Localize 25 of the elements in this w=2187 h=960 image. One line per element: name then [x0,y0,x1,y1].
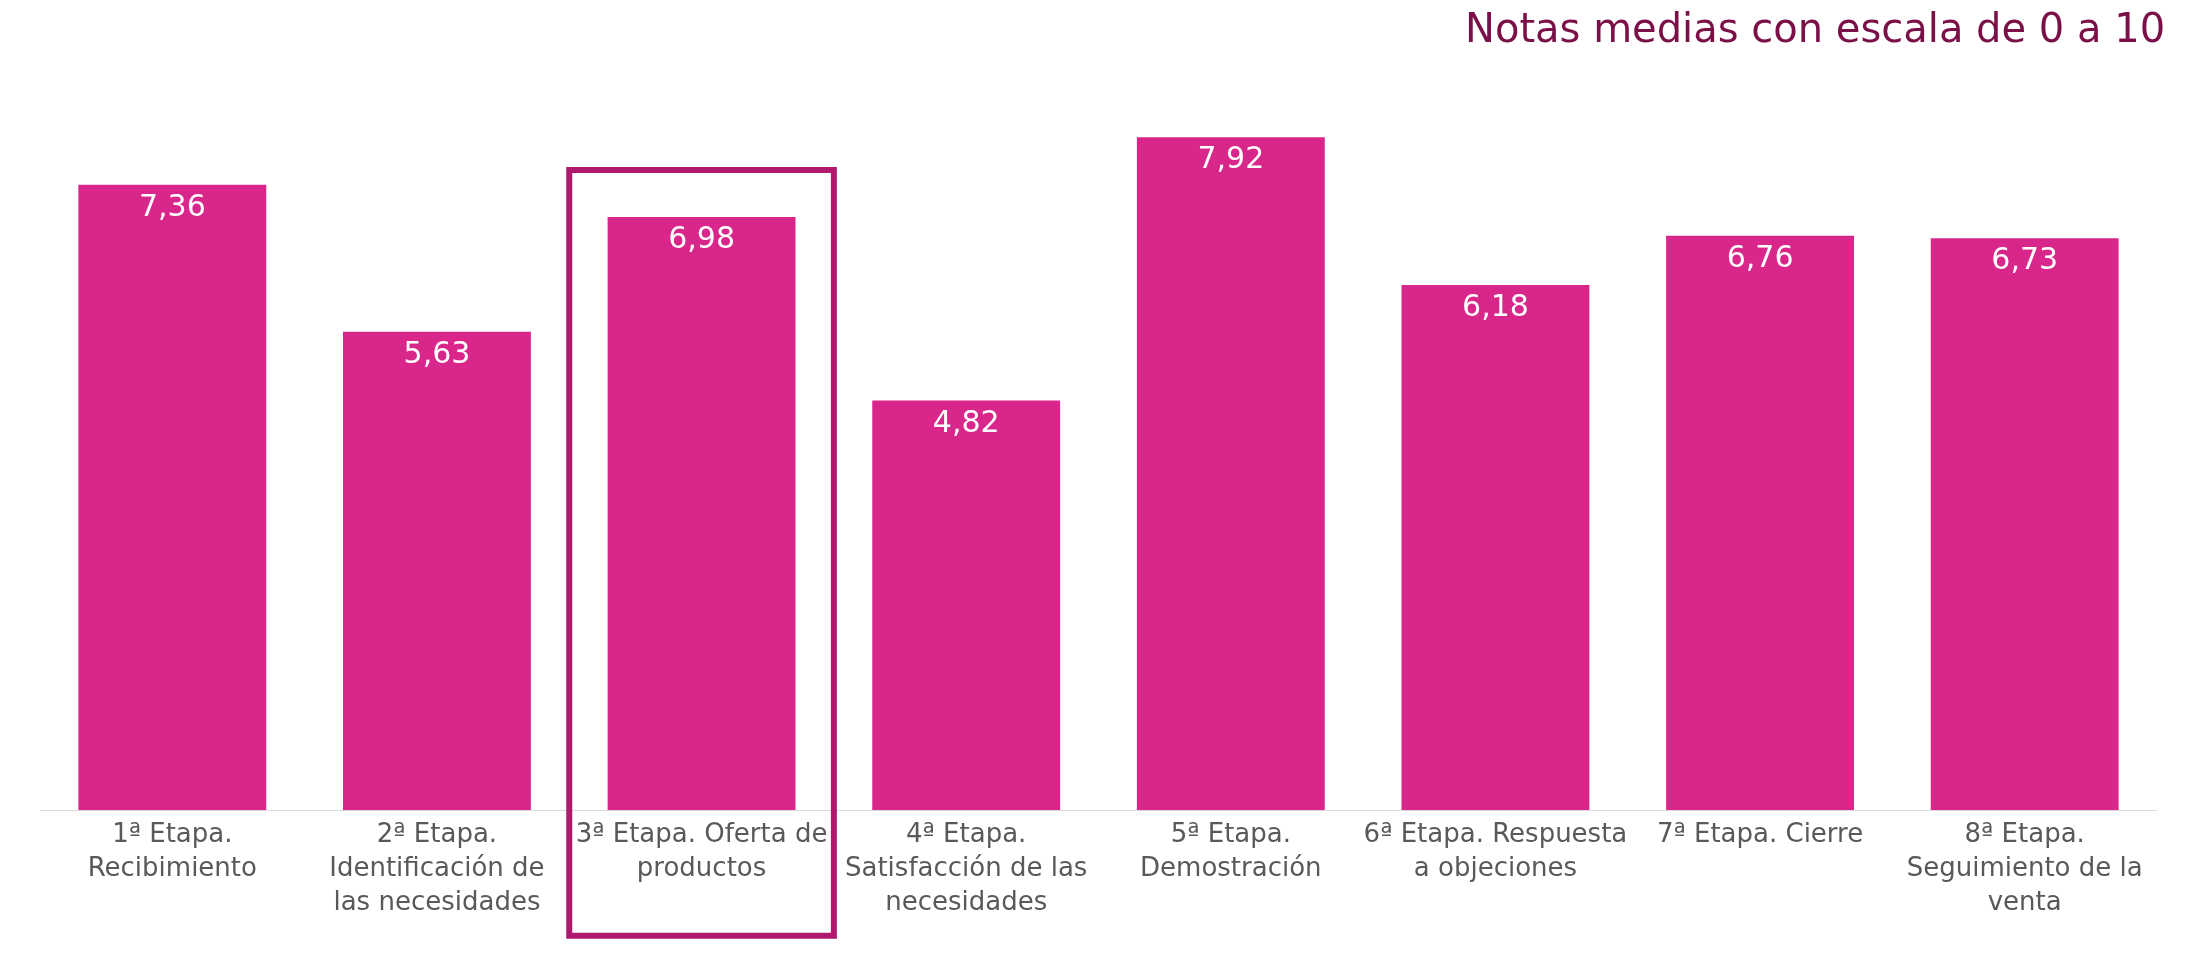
data-label: 5,63 [403,334,471,370]
bar [343,331,531,810]
x-tick-label: 5ª Etapa. Demostración [1140,818,1322,882]
bar [1136,137,1325,810]
x-tick-label: 6ª Etapa. Respuesta a objeciones [1363,818,1628,882]
data-label: 7,92 [1197,140,1265,176]
bar [78,184,267,810]
chart-title: Notas medias con escala de 0 a 10 [1465,5,2166,52]
x-tick-label: 3ª Etapa. Oferta de productos [575,818,828,882]
data-label: 4,82 [932,403,1000,439]
bar [1666,235,1854,810]
bar [607,217,796,810]
data-label: 6,76 [1726,238,1794,274]
data-label: 6,18 [1462,288,1529,324]
data-label: 6,98 [668,220,735,256]
x-tick-label: 2ª Etapa. Identificación de las necesidades [329,818,545,916]
bar [1930,238,2119,810]
bar [1401,285,1590,810]
data-label: 6,73 [1991,241,2059,277]
x-tick-label: 8ª Etapa. Seguimiento de la venta [1906,818,2143,916]
data-label: 7,36 [138,187,206,223]
x-tick-label: 1ª Etapa. Recibimiento [87,818,257,882]
x-tick-label: 7ª Etapa. Cierre [1656,818,1864,849]
bar [872,400,1061,810]
x-tick-label: 4ª Etapa. Satisfacción de las necesidades [844,818,1088,916]
